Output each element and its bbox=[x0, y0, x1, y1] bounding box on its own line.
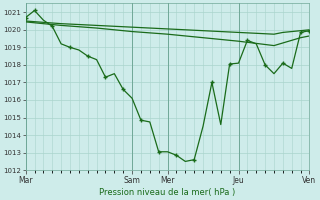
X-axis label: Pression niveau de la mer( hPa ): Pression niveau de la mer( hPa ) bbox=[100, 188, 236, 197]
